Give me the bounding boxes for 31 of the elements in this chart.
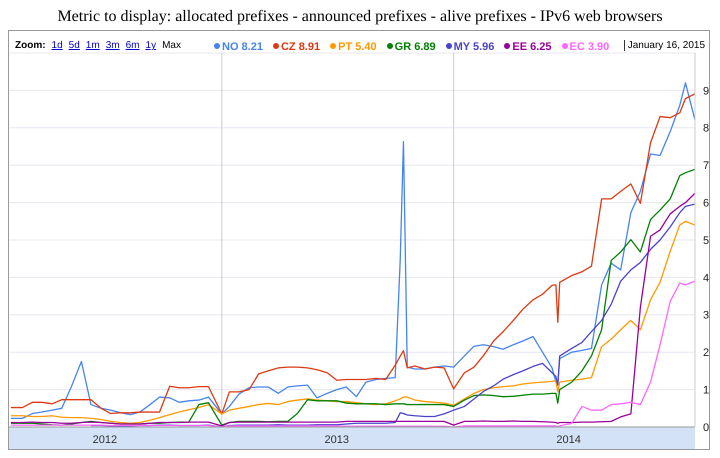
text: 1d <box>52 40 63 51</box>
text: 5d <box>68 40 80 51</box>
y-tick-label: 3 <box>703 310 710 322</box>
y-tick-label: 6 <box>703 198 710 210</box>
legend-label: PT 5.40 <box>338 41 377 53</box>
legend-label: CZ 8.91 <box>280 41 320 53</box>
x-tick-label: 2013 <box>324 434 349 446</box>
y-tick-label: 8 <box>703 122 710 135</box>
legend-label: MY 5.96 <box>454 41 494 53</box>
legend-label: EE 6.25 <box>512 41 552 53</box>
text: 1y <box>146 40 156 51</box>
y-tick-label: 2 <box>703 347 710 360</box>
x-tick-label: 2014 <box>556 434 581 446</box>
line-series <box>10 280 695 427</box>
y-tick-label: 4 <box>703 272 710 284</box>
text: 6m <box>126 40 140 51</box>
legend-label: NO 8.21 <box>222 41 263 53</box>
y-tick-label: 9 <box>703 85 710 98</box>
x-tick-label: 2012 <box>92 434 118 446</box>
text: 1m <box>86 40 100 51</box>
text: Max <box>162 40 181 51</box>
legend-label: EC 3.90 <box>570 41 610 53</box>
y-tick-label: 5 <box>703 234 710 247</box>
legend-label: GR 6.89 <box>394 41 436 53</box>
y-tick-label: 7 <box>703 160 710 172</box>
chart-title: Metric to display: allocated prefixes - announced prefixes - alive prefixes - IPv6 web browsers <box>56 8 664 27</box>
text: Zoom: <box>15 40 46 51</box>
text: January 16, 2015 <box>624 40 705 51</box>
y-tick-label: 0 <box>703 422 710 434</box>
text: 3m <box>106 40 120 51</box>
y-tick-label: 1 <box>703 384 710 397</box>
